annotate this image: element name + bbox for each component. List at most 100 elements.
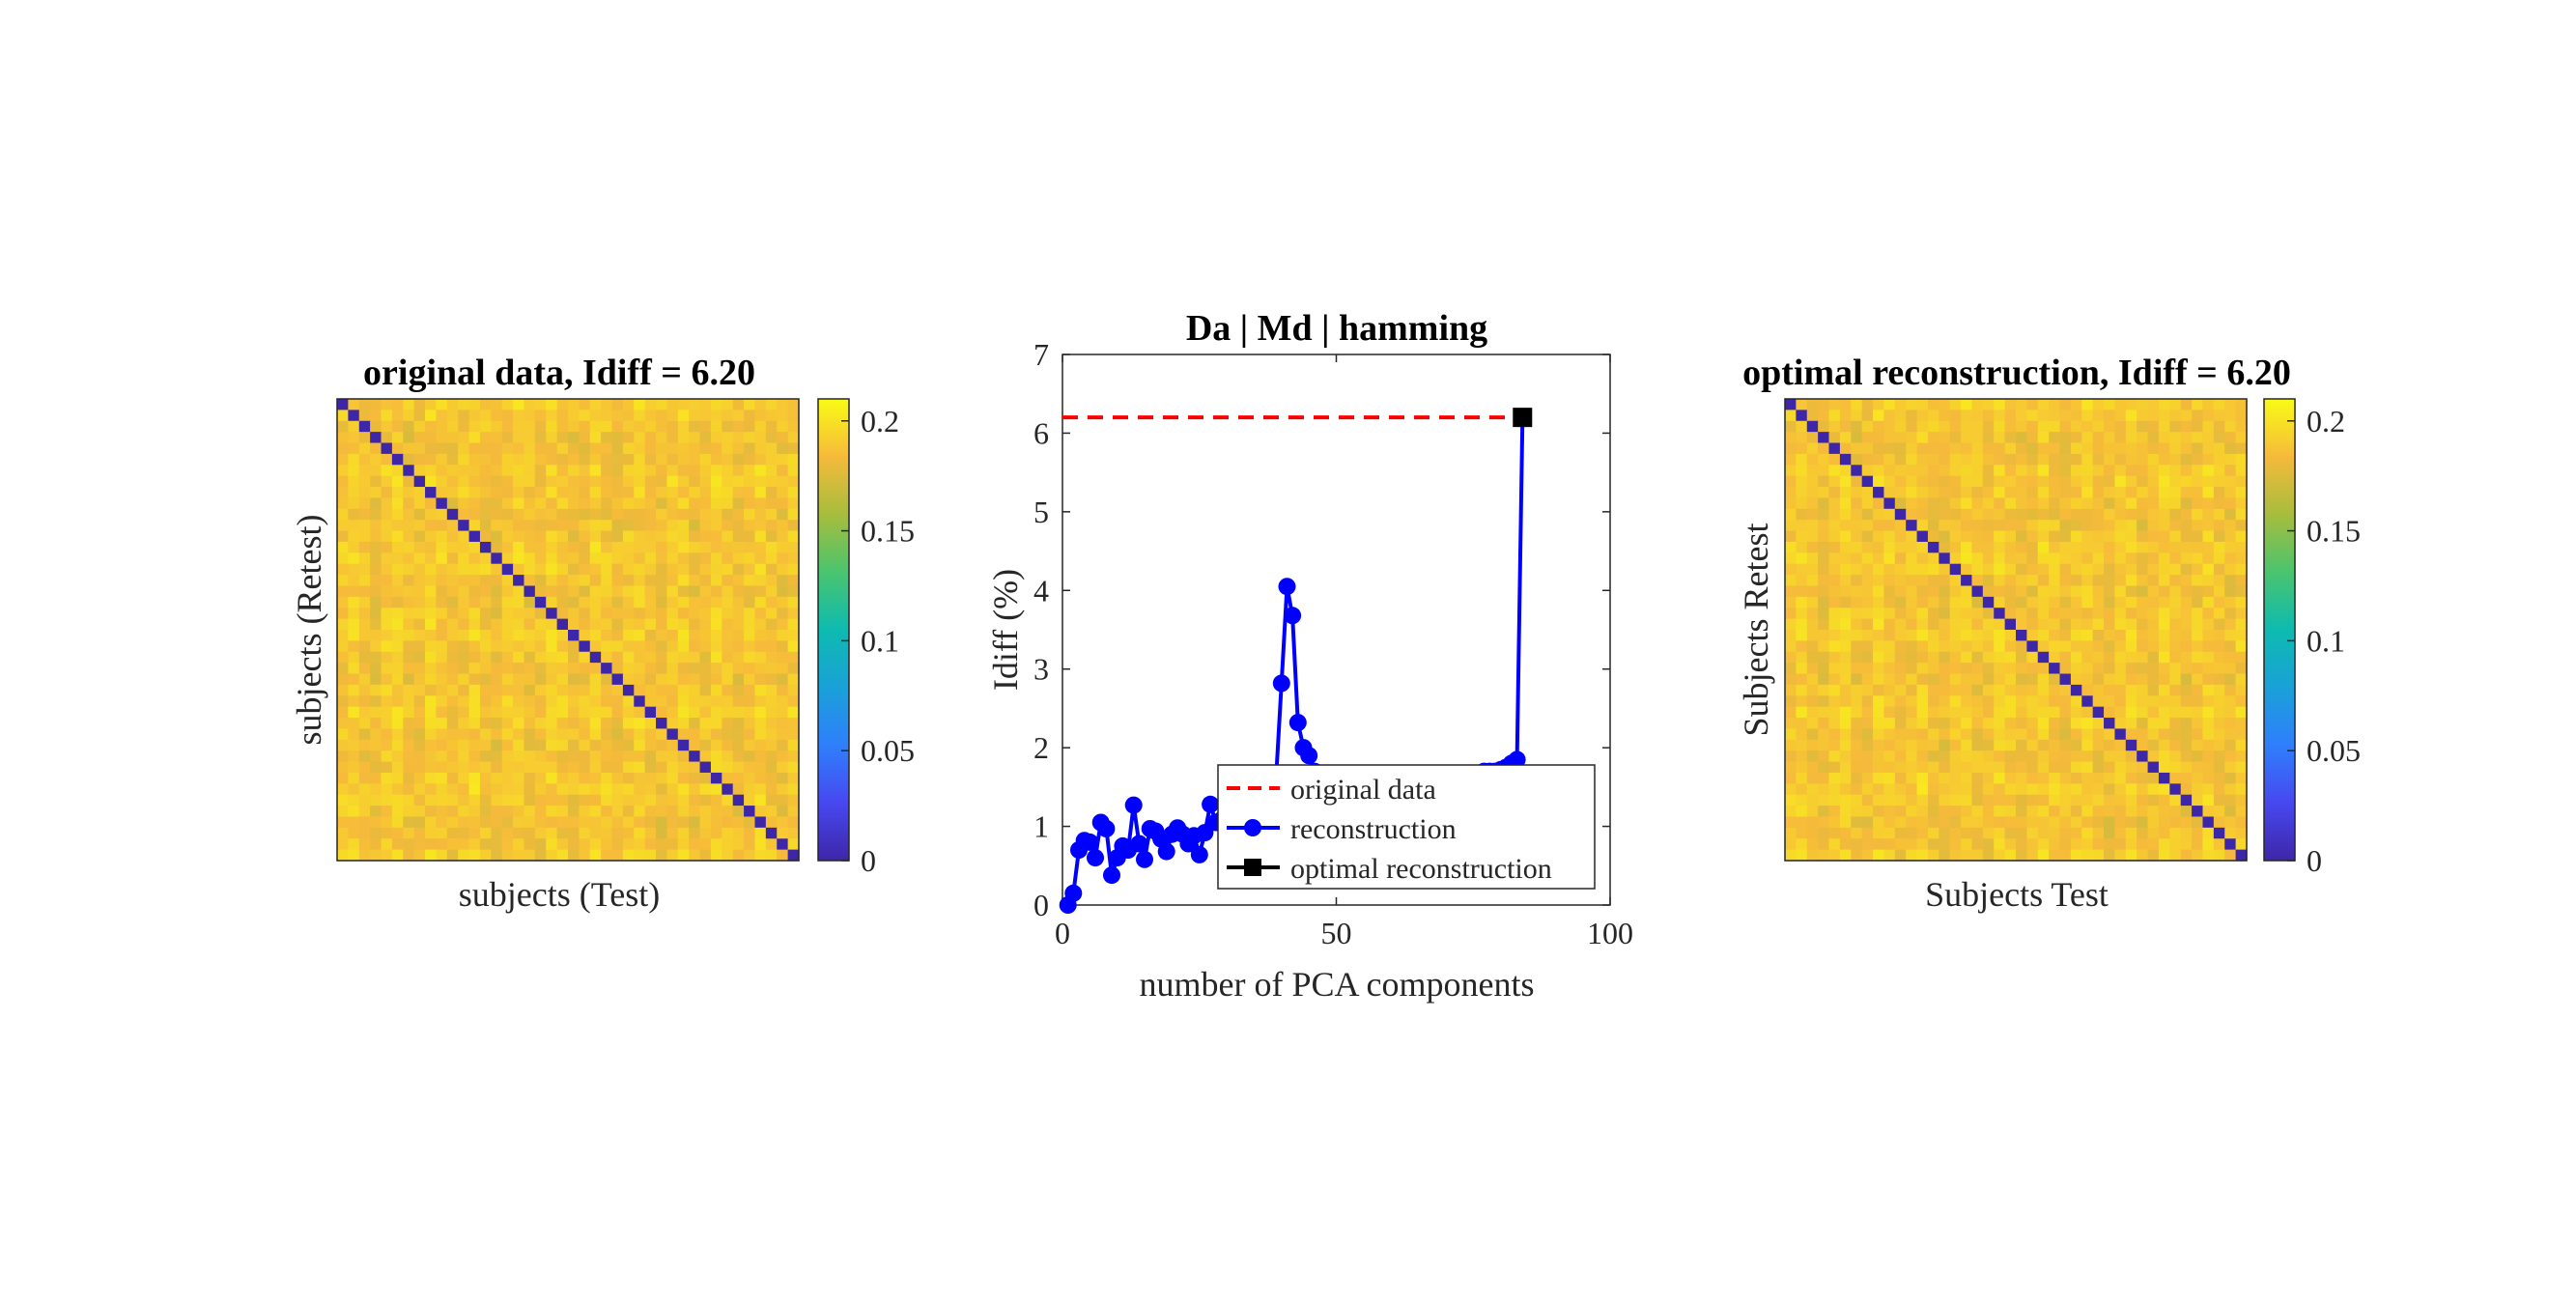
heatmap-cell xyxy=(1994,497,2006,510)
heatmap-cell xyxy=(2114,630,2127,641)
heatmap-cell xyxy=(777,442,789,455)
heatmap-cell xyxy=(2235,684,2248,696)
middle-panel-ylabel: Idiff (%) xyxy=(986,569,1025,691)
heatmap-cell xyxy=(1982,651,1995,664)
heatmap-cell xyxy=(765,575,778,587)
heatmap-cell xyxy=(2016,640,2027,653)
heatmap-cell xyxy=(1906,497,1918,510)
heatmap-cell xyxy=(1994,552,2006,565)
heatmap-cell xyxy=(556,541,569,553)
heatmap-cell xyxy=(468,816,481,829)
heatmap-cell xyxy=(358,520,371,532)
heatmap-cell xyxy=(777,596,789,609)
heatmap-cell xyxy=(2192,761,2204,774)
x-tick-label: 50 xyxy=(1321,916,1352,950)
heatmap-cell xyxy=(2049,432,2061,444)
heatmap-cell xyxy=(710,608,722,620)
heatmap-cell xyxy=(2202,442,2215,455)
heatmap-cell xyxy=(2125,684,2137,696)
heatmap-cell xyxy=(732,453,745,466)
heatmap-cell xyxy=(468,618,481,631)
heatmap-cell xyxy=(1971,497,1984,510)
heatmap-cell xyxy=(458,399,470,410)
heatmap-cell xyxy=(722,772,734,784)
heatmap-cell xyxy=(1818,618,1830,631)
heatmap-cell xyxy=(2049,487,2061,499)
heatmap-cell xyxy=(1971,530,1984,543)
heatmap-cell xyxy=(425,399,438,410)
heatmap-cell xyxy=(1971,520,1984,532)
heatmap-cell xyxy=(2092,420,2105,433)
heatmap-cell xyxy=(1971,442,1984,455)
heatmap-cell xyxy=(622,761,635,774)
heatmap-cell xyxy=(381,596,393,609)
heatmap-cell xyxy=(601,410,613,422)
heatmap-cell xyxy=(403,728,415,741)
heatmap-cell xyxy=(1916,750,1929,763)
heatmap-cell xyxy=(689,465,701,477)
heatmap-cell xyxy=(2147,410,2160,422)
heatmap-cell xyxy=(2037,552,2050,565)
heatmap-cell xyxy=(1927,718,1939,730)
heatmap-cell xyxy=(358,497,371,510)
heatmap-cell xyxy=(2180,420,2193,433)
heatmap-cell xyxy=(1939,399,1951,410)
heatmap-cell xyxy=(358,453,371,466)
heatmap-cell xyxy=(2169,761,2182,774)
heatmap-cell xyxy=(534,750,547,763)
heatmap-cell xyxy=(2213,706,2225,719)
heatmap-cell xyxy=(391,432,404,444)
heatmap-cell xyxy=(1916,465,1929,477)
heatmap-diagonal-cell xyxy=(656,718,668,730)
heatmap-cell xyxy=(1982,608,1995,620)
heatmap-cell xyxy=(1806,453,1819,466)
heatmap-cell xyxy=(589,695,602,708)
heatmap-cell xyxy=(458,563,470,576)
heatmap-cell xyxy=(2224,663,2237,675)
heatmap-cell xyxy=(1916,497,1929,510)
heatmap-cell xyxy=(413,794,426,807)
heatmap-cell xyxy=(1927,465,1939,477)
heatmap-cell xyxy=(754,806,767,818)
heatmap-cell xyxy=(501,761,514,774)
heatmap-cell xyxy=(1785,520,1797,532)
heatmap-cell xyxy=(2125,663,2137,675)
heatmap-cell xyxy=(2169,806,2182,818)
heatmap-cell xyxy=(765,420,778,433)
heatmap-cell xyxy=(2213,530,2225,543)
heatmap-diagonal-cell xyxy=(2004,618,2017,631)
heatmap-cell xyxy=(513,806,525,818)
heatmap-cell xyxy=(524,718,536,730)
heatmap-cell xyxy=(622,487,635,499)
heatmap-cell xyxy=(1818,475,1830,488)
heatmap-cell xyxy=(1927,410,1939,422)
heatmap-cell xyxy=(546,530,558,543)
heatmap-cell xyxy=(744,761,756,774)
heatmap-cell xyxy=(491,739,503,751)
heatmap-cell xyxy=(2026,432,2039,444)
heatmap-cell xyxy=(491,673,503,686)
heatmap-cell xyxy=(370,794,382,807)
heatmap-cell xyxy=(689,399,701,410)
heatmap-cell xyxy=(1828,695,1841,708)
heatmap-cell xyxy=(666,739,679,751)
heatmap-cell xyxy=(1982,453,1995,466)
heatmap-cell xyxy=(1806,608,1819,620)
heatmap-cell xyxy=(656,618,668,631)
heatmap-cell xyxy=(413,585,426,598)
heatmap-cell xyxy=(2114,640,2127,653)
heatmap-cell xyxy=(579,630,591,641)
heatmap-cell xyxy=(425,410,438,422)
heatmap-cell xyxy=(2125,541,2137,553)
heatmap-cell xyxy=(579,706,591,719)
heatmap-cell xyxy=(391,442,404,455)
heatmap-cell xyxy=(1994,530,2006,543)
heatmap-cell xyxy=(513,772,525,784)
heatmap-cell xyxy=(1883,849,1896,862)
heatmap-cell xyxy=(391,465,404,477)
heatmap-cell xyxy=(1785,508,1797,521)
heatmap-cell xyxy=(1851,541,1863,553)
heatmap-cell xyxy=(1982,585,1995,598)
heatmap-cell xyxy=(732,772,745,784)
heatmap-cell xyxy=(446,651,459,664)
